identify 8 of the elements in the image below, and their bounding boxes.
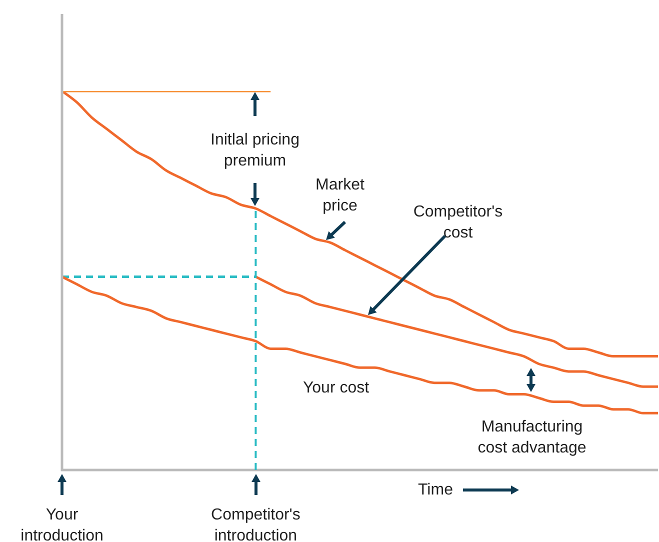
annotation: Your cost: [302, 379, 370, 396]
annotation: Competitor's cost: [413, 203, 503, 242]
x-tick-label: Your introduction: [20, 506, 104, 542]
x-tick-label: Competitor's introduction: [211, 506, 300, 542]
annotation: Manufacturing cost advantage: [478, 418, 586, 456]
x-axis-title: Time: [418, 481, 454, 498]
annotation: Market price: [316, 176, 365, 214]
annotation: Initlal pricing premium: [210, 131, 300, 170]
